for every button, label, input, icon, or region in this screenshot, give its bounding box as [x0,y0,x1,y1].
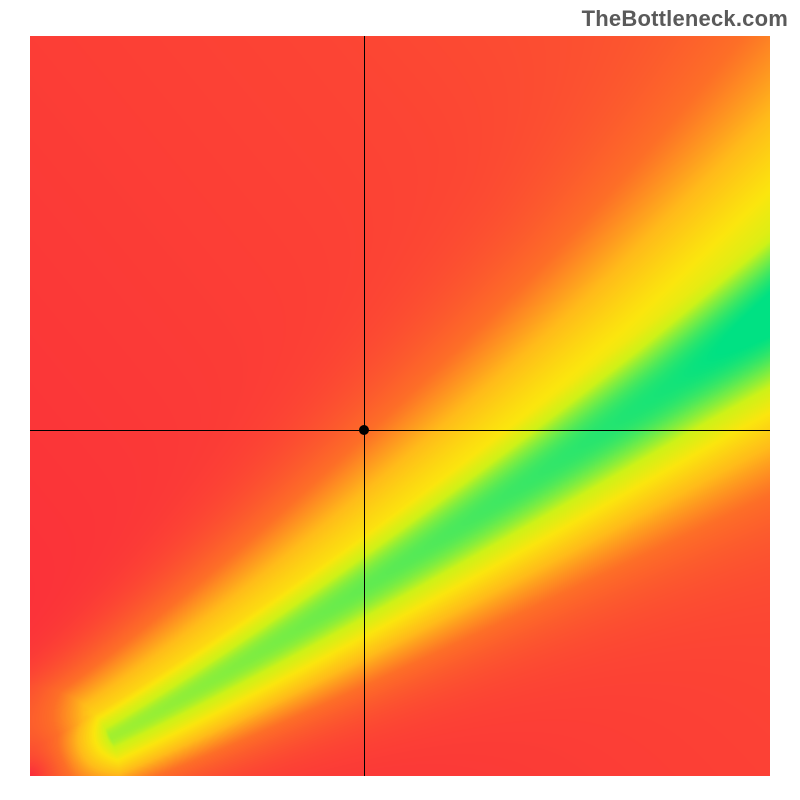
crosshair-horizontal [30,430,770,431]
heatmap-canvas [30,36,770,776]
crosshair-marker [359,425,369,435]
chart-container: TheBottleneck.com [0,0,800,800]
crosshair-vertical [364,36,365,776]
heatmap-plot [30,36,770,776]
watermark-text: TheBottleneck.com [582,6,788,32]
